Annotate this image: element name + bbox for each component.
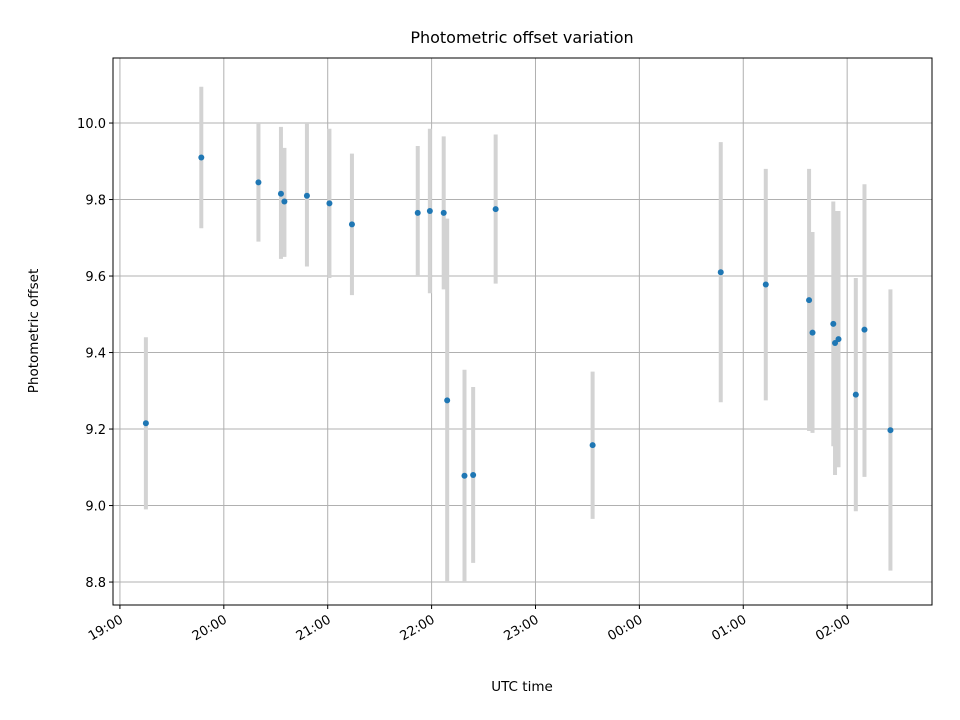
y-tick-label: 9.8 <box>85 194 106 209</box>
data-point <box>852 391 859 398</box>
data-point <box>470 471 477 478</box>
data-point <box>589 442 596 449</box>
y-tick-label: 9.2 <box>85 423 106 438</box>
data-point <box>492 206 499 213</box>
data-point <box>835 336 842 343</box>
data-point <box>255 179 262 186</box>
data-point <box>281 198 288 205</box>
y-tick-label: 10.0 <box>77 117 106 132</box>
y-axis-label: Photometric offset <box>26 269 42 393</box>
chart-title: Photometric offset variation <box>410 28 633 47</box>
data-point <box>861 326 868 333</box>
data-point <box>348 221 355 228</box>
data-point <box>887 427 894 434</box>
data-point <box>414 209 421 216</box>
data-point <box>142 420 149 427</box>
y-tick-label: 8.8 <box>85 576 106 591</box>
data-point <box>303 192 310 199</box>
data-point <box>461 472 468 479</box>
data-point <box>440 209 447 216</box>
y-axis-ticks: 8.8 9.0 9.2 9.4 9.6 9.8 10.0 <box>77 117 113 591</box>
data-point <box>717 269 724 276</box>
data-point <box>809 329 816 336</box>
data-point <box>832 339 839 346</box>
y-tick-label: 9.4 <box>85 347 106 362</box>
data-point <box>444 397 451 404</box>
data-point <box>806 297 813 304</box>
data-point <box>198 154 205 161</box>
data-point <box>326 200 333 207</box>
data-point <box>426 208 433 215</box>
data-point <box>277 190 284 197</box>
x-axis-label: UTC time <box>491 679 553 695</box>
plot-frame <box>112 57 933 606</box>
data-point <box>762 281 769 288</box>
y-tick-label: 9.0 <box>85 500 106 515</box>
y-tick-label: 9.6 <box>85 270 106 285</box>
data-points <box>142 154 894 479</box>
data-point <box>830 320 837 327</box>
